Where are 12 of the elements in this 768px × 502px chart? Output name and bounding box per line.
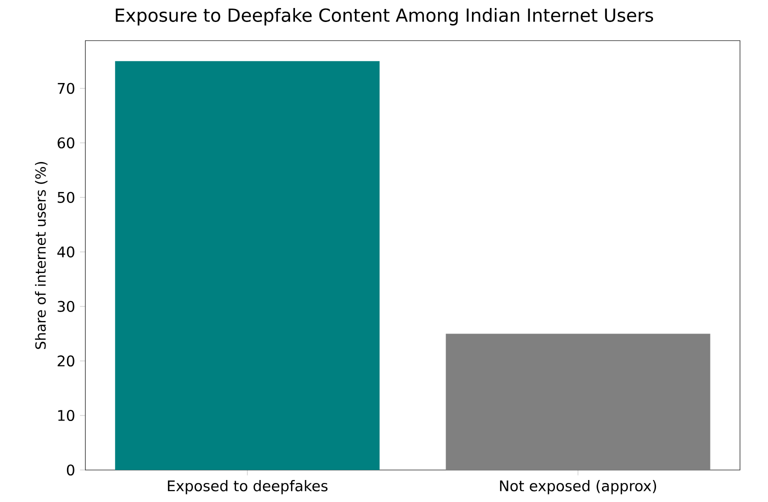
y-tick-label: 40 xyxy=(57,246,74,258)
y-tick-label: 10 xyxy=(58,410,74,422)
y-tick-label: 70 xyxy=(58,82,74,94)
y-tick-label: 50 xyxy=(58,192,74,203)
chart-title: Exposure to Deepfake Content Among Indian Internet Users xyxy=(116,8,654,26)
x-tick-label: Not exposed (approx) xyxy=(500,480,656,494)
y-tick-label: 30 xyxy=(58,300,74,312)
y-tick-label: 0 xyxy=(66,464,74,476)
y-tick-label: 20 xyxy=(58,355,74,366)
x-tick-label: Exposed to deepfakes xyxy=(168,480,328,494)
y-tick-label: 60 xyxy=(58,137,74,148)
y-axis-title: Share of internet users (%) xyxy=(35,162,48,349)
